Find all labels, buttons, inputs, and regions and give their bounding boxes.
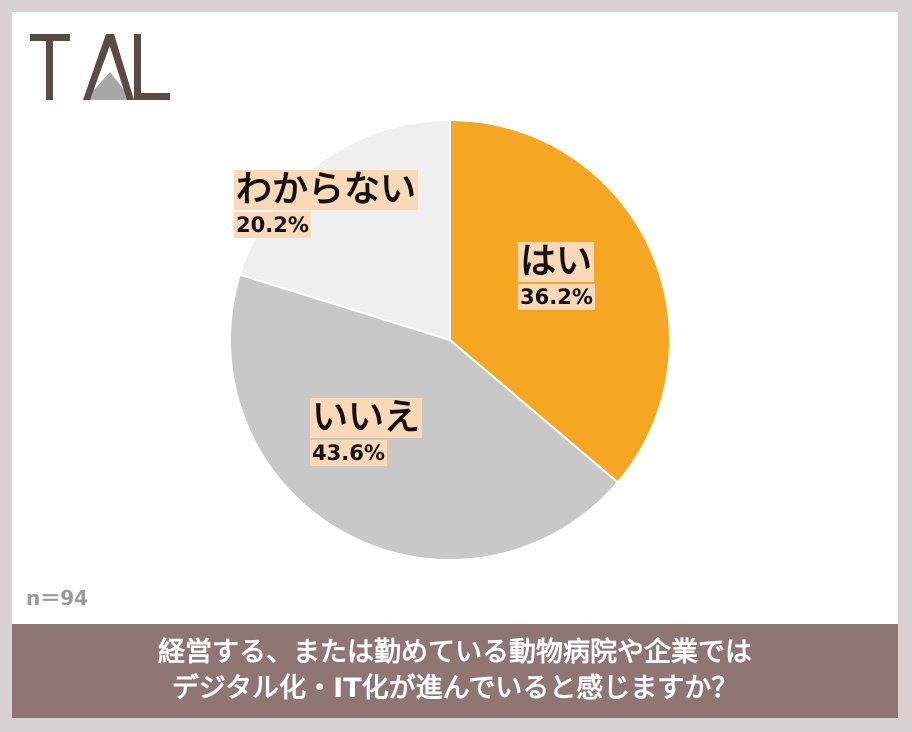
slice-category: わからない — [234, 169, 419, 210]
slice-label-yes: はい 36.2% — [518, 242, 595, 310]
slice-label-unsure: わからない 20.2% — [234, 169, 419, 238]
tal-logo — [30, 34, 170, 100]
pie-slice-no — [229, 273, 620, 561]
pie-chart — [229, 118, 671, 561]
slice-label-no: いいえ 43.6% — [310, 397, 423, 466]
question-banner: 経営する、または勤めている動物病院や企業では デジタル化・IT化が進んでいると感… — [12, 624, 898, 718]
slice-category: はい — [518, 241, 595, 282]
slice-percent: 43.6% — [310, 439, 387, 466]
question-line-1: 経営する、または勤めている動物病院や企業では — [158, 636, 752, 668]
sample-size: n＝94 — [26, 586, 89, 610]
slice-percent: 20.2% — [234, 211, 311, 238]
chart-card: はい 36.2% いいえ 43.6% わからない 20.2% n＝94 経営する… — [12, 12, 898, 718]
slice-category: いいえ — [310, 397, 423, 438]
question-line-2: デジタル化・IT化が進んでいると感じますか？ — [171, 673, 739, 704]
slice-percent: 36.2% — [518, 283, 595, 310]
